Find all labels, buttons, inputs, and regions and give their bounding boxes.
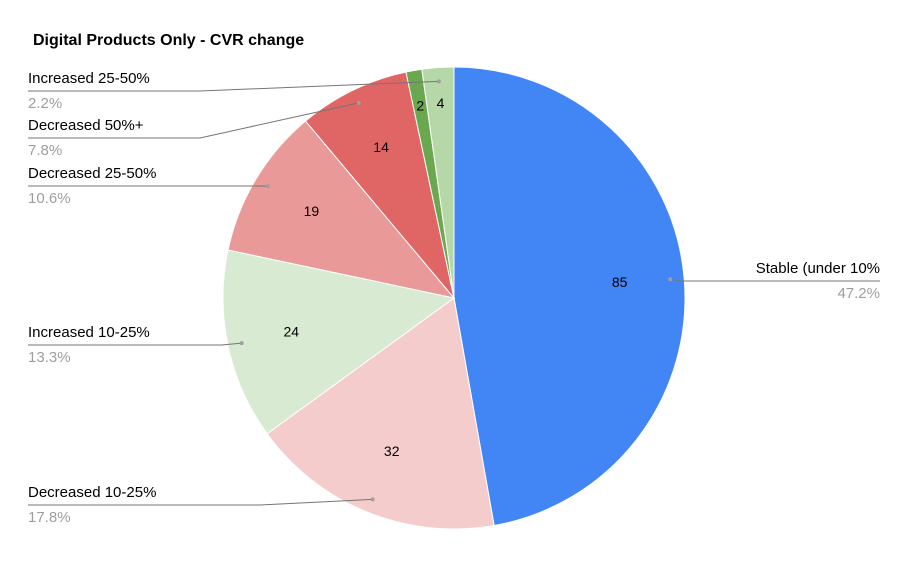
percent-label: 17.8% (28, 509, 71, 526)
slice-value-label: 2 (416, 98, 424, 114)
pie-slice (421, 66, 455, 299)
pie-slice (266, 297, 495, 530)
pie-slice (222, 249, 456, 435)
legend-label: Decreased 25-50% (28, 165, 156, 182)
legend-label: Decreased 50%+ (28, 117, 144, 134)
leader-dot (356, 100, 361, 105)
percent-label: 13.3% (28, 349, 71, 366)
slice-value-label: 32 (384, 443, 400, 459)
percent-label: 7.8% (28, 142, 62, 159)
chart-title: Digital Products Only - CVR change (33, 32, 304, 49)
leader-dot (668, 277, 673, 282)
slice-value-label: 14 (373, 139, 389, 155)
slice-value-label: 4 (437, 95, 445, 111)
percent-label: 2.2% (28, 95, 62, 112)
pie-slice (453, 66, 686, 527)
slice-value-label: 85 (612, 274, 628, 290)
leader-dot (239, 341, 244, 346)
leader-line (670, 278, 880, 282)
leader-dot (370, 497, 375, 502)
leader-line (28, 102, 359, 139)
leader-dot (265, 184, 270, 189)
percent-label: 47.2% (837, 285, 880, 302)
leader-line (28, 80, 439, 92)
pie-slice (304, 71, 455, 299)
leader-dot (436, 79, 441, 84)
legend-label: Increased 10-25% (28, 324, 150, 341)
legend-label: Stable (under 10% (756, 260, 880, 277)
slice-value-label: 24 (284, 323, 300, 339)
slice-value-label: 19 (304, 203, 320, 219)
legend-label: Decreased 10-25% (28, 484, 156, 501)
percent-label: 10.6% (28, 190, 71, 207)
legend-label: Increased 25-50% (28, 70, 150, 87)
leader-line (28, 342, 242, 346)
pie-slice (227, 120, 456, 299)
leader-line (28, 498, 373, 506)
